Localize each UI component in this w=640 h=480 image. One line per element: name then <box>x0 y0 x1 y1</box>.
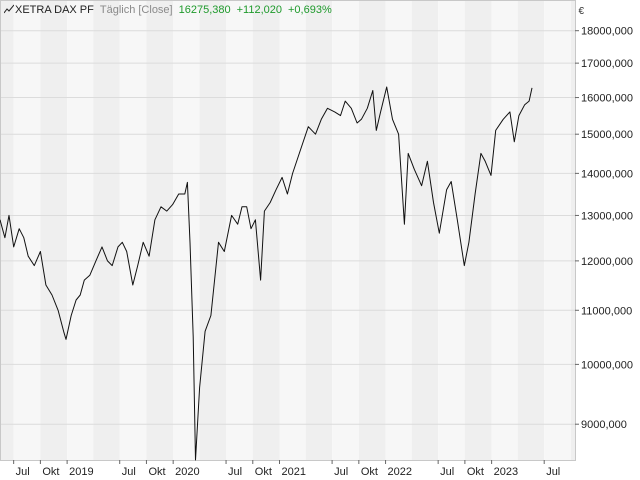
x-tick-label: Jul <box>228 466 242 478</box>
price-change: +112,020 <box>236 4 282 16</box>
period-bands <box>0 0 575 460</box>
period-band <box>119 0 147 460</box>
mode-label: Täglich [Close] <box>99 4 173 16</box>
x-tick-label: Okt <box>467 466 484 478</box>
x-tick-label: Okt <box>42 466 59 478</box>
x-tick-label: 2020 <box>175 466 199 478</box>
period-band <box>279 0 306 460</box>
period-band <box>544 0 571 460</box>
period-band <box>67 0 94 460</box>
y-tick-label: 14000,000 <box>581 168 633 180</box>
x-tick-label: 2021 <box>282 466 306 478</box>
period-band <box>491 0 518 460</box>
y-tick-label: 11000,000 <box>581 305 632 317</box>
x-tick-label: Jul <box>334 466 348 478</box>
symbol-label: XETRA DAX PF <box>15 4 94 16</box>
period-band <box>358 0 386 460</box>
y-tick-label: 10000,000 <box>581 359 633 371</box>
y-tick-label: 12000,000 <box>581 256 633 268</box>
period-band <box>252 0 280 460</box>
x-tick-label: Okt <box>361 466 378 478</box>
period-band <box>93 0 120 460</box>
period-band <box>305 0 333 460</box>
period-band <box>517 0 545 460</box>
y-tick-label: 18000,000 <box>581 26 633 38</box>
x-tick-label: Jul <box>440 466 454 478</box>
x-axis: Jul Okt 2019 Jul Okt 2020 Jul Okt 2021 Jul Okt 2022… <box>13 460 560 478</box>
period-band <box>570 0 575 460</box>
x-tick-label: Okt <box>148 466 165 478</box>
period-band <box>464 0 492 460</box>
period-band <box>226 0 253 460</box>
period-band <box>40 0 68 460</box>
y-axis: 9000,000 10000,000 11000,000 12000,000 13000… <box>575 26 633 431</box>
y-tick-label: 17000,000 <box>581 58 633 70</box>
x-tick-label: Jul <box>122 466 136 478</box>
chart-header: XETRA DAX PF Täglich [Close] 16275,380 +112… <box>3 4 338 16</box>
period-band <box>146 0 174 460</box>
currency-label: € <box>578 6 584 17</box>
x-tick-label: Jul <box>16 466 30 478</box>
period-band <box>13 0 41 460</box>
period-band <box>0 0 14 460</box>
x-tick-label: 2022 <box>388 466 412 478</box>
price-series <box>0 86 533 461</box>
period-band <box>438 0 465 460</box>
period-band <box>173 0 200 460</box>
y-tick-label: 13000,000 <box>581 210 633 222</box>
y-tick-label: 16000,000 <box>581 93 633 105</box>
last-price: 16275,380 <box>178 4 231 16</box>
x-tick-label: 2023 <box>494 466 518 478</box>
period-band <box>199 0 227 460</box>
series-line <box>0 86 533 461</box>
price-change-pct: +0,693% <box>288 4 332 16</box>
horizontal-gridlines <box>0 30 575 425</box>
line-chart-icon <box>3 4 15 14</box>
x-tick-label: 2019 <box>69 466 93 478</box>
x-tick-label: Jul <box>546 466 560 478</box>
plot-frame <box>0 0 576 461</box>
period-band <box>385 0 412 460</box>
period-band <box>411 0 439 460</box>
x-tick-label: Okt <box>255 466 272 478</box>
period-band <box>332 0 359 460</box>
y-tick-label: 9000,000 <box>581 419 627 431</box>
y-tick-label: 15000,000 <box>581 129 633 141</box>
